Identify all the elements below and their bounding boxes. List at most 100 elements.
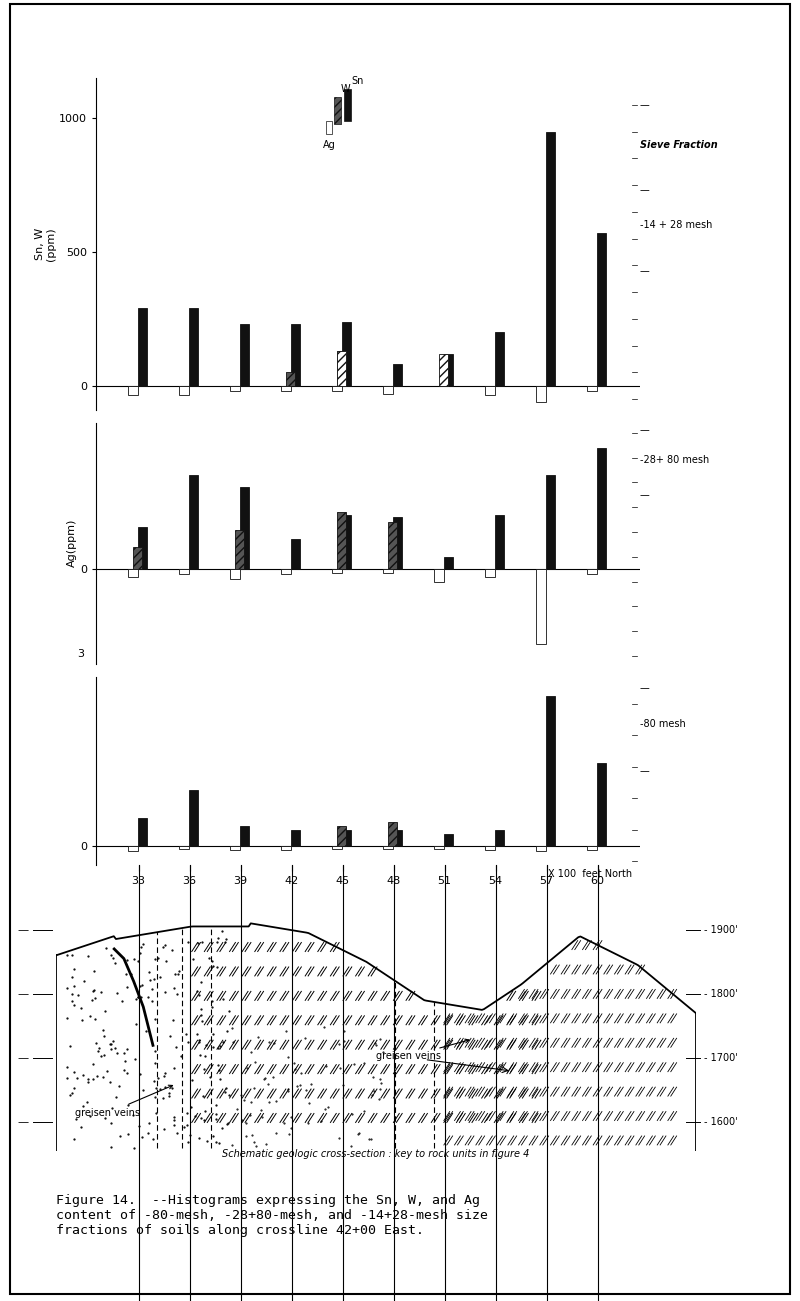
Text: Sn: Sn [351, 75, 363, 86]
Bar [536, 846, 546, 851]
Bar [383, 385, 393, 394]
Text: 3: 3 [77, 649, 84, 658]
Bar [536, 570, 546, 644]
Y-axis label: Ag(ppm): Ag(ppm) [67, 519, 77, 567]
Bar [189, 308, 198, 385]
Bar [286, 372, 295, 385]
Text: —: — [18, 925, 29, 934]
Bar [282, 570, 290, 574]
Bar [342, 321, 351, 385]
Bar [133, 546, 142, 570]
Y-axis label: Sn, W
(ppm): Sn, W (ppm) [34, 228, 56, 260]
Text: -28+ 80 mesh: -28+ 80 mesh [640, 455, 710, 464]
Bar [332, 385, 342, 392]
Bar [342, 515, 351, 570]
Bar [128, 846, 138, 851]
Bar [388, 822, 397, 846]
Bar [597, 448, 606, 570]
Bar [495, 332, 504, 385]
Bar [291, 324, 300, 385]
Bar [587, 385, 597, 392]
Bar [179, 570, 189, 574]
Bar [344, 88, 351, 121]
Bar [337, 513, 346, 570]
Bar [342, 830, 351, 846]
Bar [128, 385, 138, 396]
Text: —: — [640, 100, 650, 109]
Bar [235, 530, 244, 570]
Bar [546, 131, 555, 385]
Text: W: W [341, 85, 350, 94]
Bar [240, 826, 250, 846]
Text: —: — [18, 989, 29, 999]
Bar [240, 324, 250, 385]
Text: - 1900': - 1900' [704, 925, 738, 934]
Bar [138, 818, 147, 846]
Text: -80 mesh: -80 mesh [640, 718, 686, 729]
Bar [326, 121, 332, 134]
Bar [128, 570, 138, 576]
Bar [393, 830, 402, 846]
Bar [332, 846, 342, 850]
Bar [383, 570, 393, 572]
Bar [587, 570, 597, 574]
Bar [444, 557, 454, 570]
Text: —: — [640, 265, 650, 276]
Bar [282, 846, 290, 851]
Bar [291, 830, 300, 846]
Bar [393, 516, 402, 570]
Text: Ag: Ag [322, 139, 335, 150]
Text: greisen veins: greisen veins [75, 1085, 173, 1118]
Bar [597, 762, 606, 846]
Text: Schematic geologic cross-section : key to rock units in figure 4: Schematic geologic cross-section : key t… [222, 1150, 530, 1159]
Bar [444, 354, 454, 385]
Text: —: — [640, 425, 650, 436]
Bar [388, 522, 397, 570]
Bar [189, 791, 198, 846]
Text: —: — [18, 1054, 29, 1063]
Text: —: — [640, 489, 650, 500]
Bar [393, 364, 402, 385]
Bar [444, 834, 454, 846]
Text: - 1800': - 1800' [704, 989, 738, 999]
Text: —: — [640, 683, 650, 693]
Bar [189, 475, 198, 570]
Bar [434, 846, 443, 848]
Bar [138, 308, 147, 385]
Bar [486, 846, 494, 851]
Text: Sieve Fraction: Sieve Fraction [640, 141, 718, 150]
Bar [495, 830, 504, 846]
Bar [230, 570, 239, 579]
Text: X 100  feet North: X 100 feet North [548, 869, 632, 879]
Bar [597, 233, 606, 385]
Bar [337, 351, 346, 385]
Bar [495, 515, 504, 570]
Bar [179, 385, 189, 396]
Bar [337, 351, 346, 385]
Text: - 1700': - 1700' [704, 1054, 738, 1063]
Bar [439, 354, 448, 385]
Bar [332, 570, 342, 572]
Text: -14 + 28 mesh: -14 + 28 mesh [640, 220, 712, 230]
Bar [138, 527, 147, 570]
Bar [337, 826, 346, 846]
Text: greisen veins: greisen veins [376, 1039, 469, 1062]
Bar [383, 846, 393, 850]
Bar [587, 846, 597, 851]
Text: - 1600': - 1600' [704, 1118, 738, 1128]
Bar [230, 385, 239, 392]
Bar [536, 385, 546, 402]
Bar [291, 540, 300, 570]
Text: —: — [18, 1118, 29, 1128]
Text: —: — [640, 766, 650, 775]
Bar [486, 385, 494, 396]
Bar [434, 570, 443, 582]
Bar [546, 475, 555, 570]
Bar [240, 488, 250, 570]
Bar [546, 696, 555, 846]
Bar [334, 96, 341, 124]
Text: —: — [640, 186, 650, 195]
Bar [486, 570, 494, 576]
Bar [282, 385, 290, 392]
Bar [179, 846, 189, 850]
